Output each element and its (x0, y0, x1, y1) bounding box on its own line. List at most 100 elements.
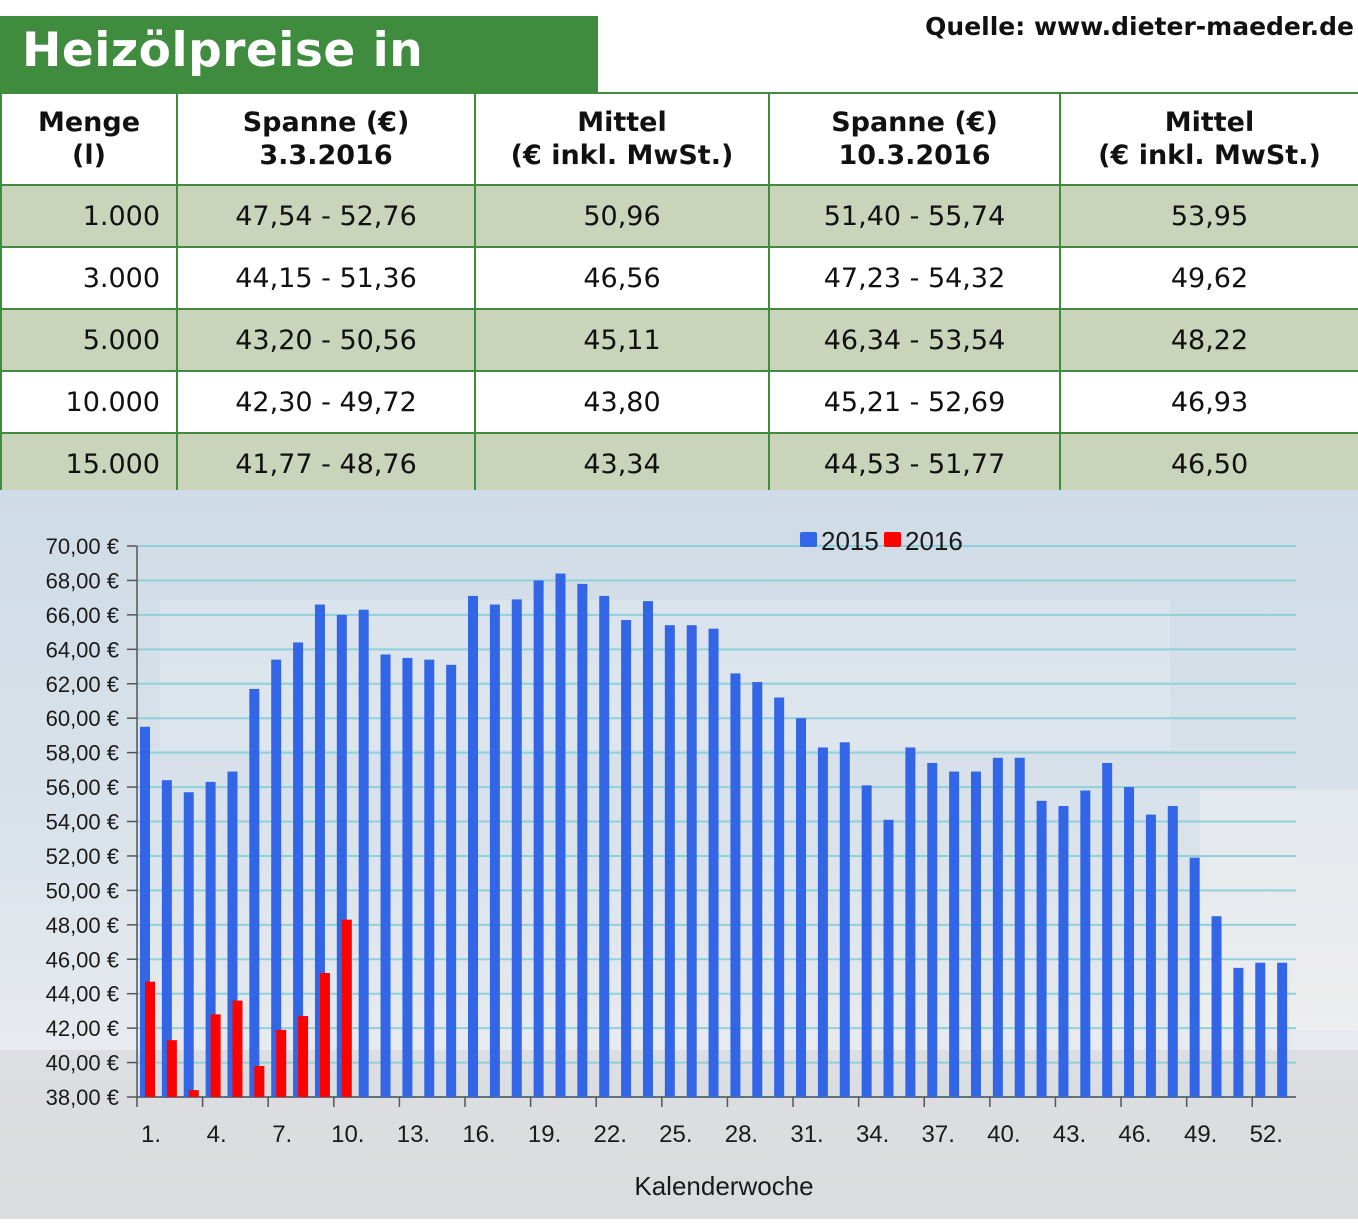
bar-2015-week-25 (664, 625, 675, 1097)
y-tick-label: 40,00 € (46, 1051, 119, 1076)
y-tick-label: 60,00 € (46, 706, 119, 731)
bar-2015-week-9 (314, 604, 325, 1097)
table-cell: 49,62 (1059, 246, 1358, 310)
bar-2015-week-7 (271, 659, 282, 1097)
table-cell: 43,80 (474, 370, 770, 434)
bar-2015-week-51 (1233, 967, 1244, 1097)
table-cell: 5.000 (0, 308, 178, 372)
table-cell: 15.000 (0, 432, 178, 496)
table-cell: 48,22 (1059, 308, 1358, 372)
bar-2015-week-33 (839, 742, 850, 1097)
legend-label-2015: 2015 (821, 526, 879, 556)
x-tick-label: 28. (725, 1121, 758, 1148)
column-header-mittel-1: Mittel (€ inkl. MwSt.) (474, 92, 770, 186)
y-tick-label: 38,00 € (46, 1085, 119, 1110)
bar-2015-week-4 (205, 781, 216, 1097)
bar-2015-week-30 (774, 697, 785, 1097)
bar-2015-week-6 (249, 688, 260, 1097)
bar-2015-week-36 (905, 747, 916, 1097)
y-tick-label: 46,00 € (46, 947, 119, 972)
bar-2015-week-32 (817, 747, 828, 1097)
x-tick-label: 1. (141, 1121, 161, 1148)
y-tick-label: 48,00 € (46, 913, 119, 938)
bar-2015-week-44 (1080, 790, 1091, 1097)
table-cell: 46,34 - 53,54 (768, 308, 1061, 372)
bar-2015-week-39 (970, 771, 981, 1097)
bar-2015-week-5 (227, 771, 238, 1097)
bar-2015-week-53 (1277, 962, 1288, 1097)
table-row: 15.000 41,77 - 48,76 43,34 44,53 - 51,77… (0, 432, 1358, 496)
y-axis: 38,00 € 40,00 € 42,00 € 44,00 € 46,00 € 48,00… (46, 534, 138, 1110)
bar-2015-week-22 (599, 595, 610, 1097)
table-cell: 51,40 - 55,74 (768, 184, 1061, 248)
bar-2015-week-38 (949, 771, 960, 1097)
bar-2016-week-5 (232, 1000, 243, 1097)
bar-2015-week-21 (577, 583, 588, 1097)
price-table: Menge (l) Spanne (€) 3.3.2016 Mittel (€ ink… (0, 92, 1358, 496)
legend: 2015 2016 (800, 526, 963, 556)
y-tick-label: 58,00 € (46, 741, 119, 766)
bar-2016-week-8 (298, 1016, 309, 1097)
bar-2016-week-9 (319, 973, 330, 1097)
bar-2015-week-40 (992, 757, 1003, 1097)
bar-2015-week-27 (708, 628, 719, 1097)
bar-2015-week-14 (424, 659, 435, 1097)
y-tick-label: 64,00 € (46, 637, 119, 662)
legend-swatch-2015 (800, 532, 817, 547)
x-tick-label: 22. (594, 1121, 627, 1148)
bar-2015-week-19 (533, 580, 544, 1097)
y-tick-label: 68,00 € (46, 568, 119, 593)
bar-2015-week-46 (1124, 787, 1135, 1097)
bar-2016-week-7 (276, 1029, 287, 1097)
column-header-menge: Menge (l) (0, 92, 178, 186)
legend-swatch-2016 (884, 532, 901, 547)
column-header-mittel-2: Mittel (€ inkl. MwSt.) (1059, 92, 1358, 186)
bar-2015-week-31 (796, 718, 807, 1097)
bar-2015-week-48 (1167, 806, 1178, 1097)
x-tick-label: 46. (1118, 1121, 1151, 1148)
table-cell: 53,95 (1059, 184, 1358, 248)
bar-2015-week-42 (1036, 800, 1047, 1097)
bar-2015-week-16 (468, 595, 479, 1097)
table-cell: 46,50 (1059, 432, 1358, 496)
x-tick-label: 19. (528, 1121, 561, 1148)
x-tick-label: 52. (1250, 1121, 1283, 1148)
bar-2015-week-26 (686, 625, 697, 1097)
bar-2015-week-17 (489, 604, 500, 1097)
bar-2016-week-1 (145, 981, 155, 1097)
bar-2015-week-13 (402, 657, 413, 1097)
x-tick-label: 49. (1184, 1121, 1217, 1148)
bar-2015-week-47 (1145, 814, 1156, 1097)
column-header-spanne-2: Spanne (€) 10.3.2016 (768, 92, 1061, 186)
y-tick-label: 44,00 € (46, 982, 119, 1007)
x-tick-label: 37. (922, 1121, 955, 1148)
bar-2015-week-10 (336, 614, 347, 1097)
bar-2015-week-24 (642, 601, 653, 1097)
x-tick-label: 10. (331, 1121, 364, 1148)
y-tick-label: 70,00 € (46, 534, 119, 559)
table-row: 3.000 44,15 - 51,36 46,56 47,23 - 54,32 … (0, 246, 1358, 310)
table-cell: 43,34 (474, 432, 770, 496)
bar-2016-week-3 (188, 1090, 199, 1097)
bar-2015-week-12 (380, 654, 391, 1097)
x-tick-label: 4. (207, 1121, 227, 1148)
y-tick-label: 62,00 € (46, 672, 119, 697)
y-tick-label: 56,00 € (46, 775, 119, 800)
price-chart: 38,00 € 40,00 € 42,00 € 44,00 € 46,00 € 48,00… (0, 526, 1358, 1219)
table-cell: 45,21 - 52,69 (768, 370, 1061, 434)
bar-2015-week-8 (293, 642, 304, 1097)
x-tick-label: 31. (790, 1121, 823, 1148)
background-photo (0, 600, 1358, 1219)
x-tick-label: 43. (1053, 1121, 1086, 1148)
bar-2015-week-28 (730, 673, 741, 1097)
bar-2015-week-11 (358, 609, 369, 1097)
bar-2015-week-29 (752, 682, 763, 1097)
table-cell: 45,11 (474, 308, 770, 372)
table-cell: 50,96 (474, 184, 770, 248)
chart-area: 38,00 € 40,00 € 42,00 € 44,00 € 46,00 € 48,00… (0, 490, 1358, 1219)
table-cell: 1.000 (0, 184, 178, 248)
bar-2015-week-41 (1014, 757, 1025, 1097)
x-tick-label: 34. (856, 1121, 889, 1148)
table-cell: 46,93 (1059, 370, 1358, 434)
x-tick-label: 13. (397, 1121, 430, 1148)
